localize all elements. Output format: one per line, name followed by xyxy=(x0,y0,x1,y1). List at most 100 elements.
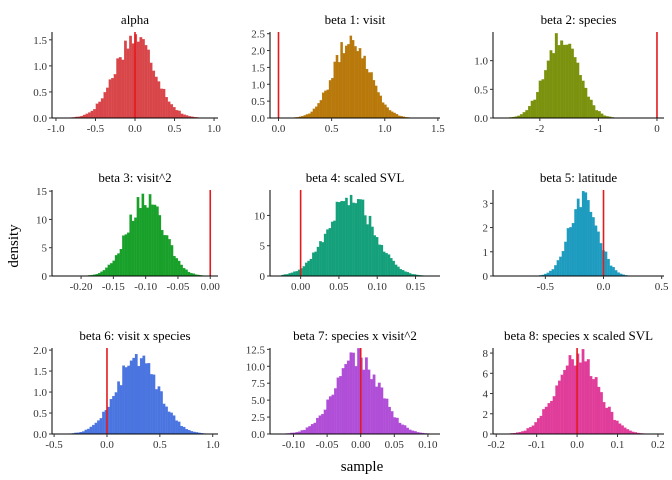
histogram-bar xyxy=(336,377,340,435)
histogram-bar xyxy=(352,202,355,277)
x-tick-label: -0.5 xyxy=(45,439,63,451)
histogram-bar xyxy=(393,112,396,119)
y-tick-label: 1.0 xyxy=(474,56,488,68)
histogram-bar xyxy=(539,415,543,435)
histogram-bar xyxy=(615,420,619,435)
x-tick-label: -1 xyxy=(594,123,603,135)
histogram-bar xyxy=(338,62,341,119)
histogram-bars xyxy=(59,354,211,435)
histogram-bar xyxy=(538,80,542,119)
histogram-bar xyxy=(335,54,339,119)
histogram-bar xyxy=(614,270,618,277)
histogram-bar xyxy=(143,205,147,277)
y-tick-label: 2.5 xyxy=(251,29,265,41)
x-tick-label: 0.5 xyxy=(153,439,167,451)
y-tick-label: 0.0 xyxy=(474,113,488,125)
x-tick-label: 0.5 xyxy=(655,281,669,293)
histogram-bar xyxy=(157,386,161,435)
histogram-bar xyxy=(571,223,575,277)
histogram-bar xyxy=(367,369,371,435)
histogram-bar xyxy=(342,201,346,277)
histogram-bar xyxy=(557,380,561,435)
histogram-bar xyxy=(592,105,596,119)
histogram-bar xyxy=(153,204,157,277)
histogram-bar xyxy=(531,425,535,435)
x-tick-label: 1.0 xyxy=(206,439,220,451)
histogram-bar xyxy=(106,87,109,119)
y-tick-label: 1.5 xyxy=(33,35,47,47)
histogram-bar xyxy=(162,88,166,119)
histogram-bar xyxy=(139,207,142,277)
histogram-bar xyxy=(387,254,391,277)
histogram-bar xyxy=(401,270,405,277)
histogram-bar xyxy=(368,215,372,277)
histogram-bar xyxy=(399,269,403,277)
histogram-bar xyxy=(165,235,169,277)
histogram-bar xyxy=(612,267,615,277)
x-tick-label: 0.05 xyxy=(385,439,405,451)
histogram-bar xyxy=(139,37,143,119)
histogram-bar xyxy=(132,357,136,435)
x-tick-label: 0.00 xyxy=(351,439,371,451)
histogram-bar xyxy=(401,424,404,435)
histogram-bar xyxy=(105,267,108,277)
histogram-bar xyxy=(354,366,358,435)
y-tick-label: 1.5 xyxy=(33,366,47,378)
histogram-bar xyxy=(144,363,148,435)
histogram-bar xyxy=(366,224,369,277)
histogram-bar xyxy=(142,355,146,435)
histogram-bar xyxy=(361,199,365,277)
histogram-bar xyxy=(152,70,156,119)
histogram-bar xyxy=(600,113,604,119)
histogram-bar xyxy=(592,379,595,435)
x-tick-label: 0.00 xyxy=(201,281,221,293)
histogram-bar xyxy=(354,203,358,277)
histogram-bar xyxy=(349,194,353,277)
y-tick-label: 2 xyxy=(483,223,489,235)
y-tick-label: 0 xyxy=(260,271,266,283)
histogram-bar xyxy=(335,201,339,277)
histogram-bar xyxy=(576,198,580,277)
x-tick-label: 1.5 xyxy=(431,123,445,135)
histogram-bar xyxy=(170,412,173,435)
histogram-bar xyxy=(552,396,556,435)
y-tick-label: 1.0 xyxy=(33,387,47,399)
histogram-bar xyxy=(307,260,310,277)
histogram-bar xyxy=(160,88,163,119)
histogram-bar xyxy=(373,235,377,277)
histogram-bar xyxy=(569,227,573,277)
y-tick-label: 0 xyxy=(483,429,489,441)
x-tick-label: -0.05 xyxy=(166,281,189,293)
histogram-bar xyxy=(597,231,600,277)
histogram-bar xyxy=(84,429,88,435)
histogram-bar xyxy=(363,55,366,119)
x-tick-label: -0.5 xyxy=(87,123,105,135)
histogram-bar xyxy=(321,92,325,119)
histogram-bar xyxy=(99,418,103,435)
panel-5: beta 4: scaled SVL 0.00 0.05 0.10 0.15 0 5 10 xyxy=(254,170,440,293)
histogram-bar xyxy=(576,62,580,119)
histogram-bar xyxy=(137,365,141,435)
histogram-bar xyxy=(152,374,156,435)
histogram-bar xyxy=(114,255,118,277)
histogram-bar xyxy=(357,348,361,435)
histogram-bar xyxy=(113,74,117,119)
y-tick-label: 8 xyxy=(483,348,489,360)
histogram-bar xyxy=(129,35,132,119)
histogram-bar xyxy=(127,365,131,435)
histogram-bar xyxy=(584,361,588,435)
histogram-bar xyxy=(397,266,400,277)
histogram-bar xyxy=(175,420,178,435)
histogram-bars xyxy=(61,193,208,277)
histogram-bar xyxy=(124,234,128,277)
histogram-bar xyxy=(316,417,319,435)
histogram-bar xyxy=(116,58,120,119)
histogram-bar xyxy=(122,365,126,435)
y-tick-label: 0.5 xyxy=(33,87,47,99)
histogram-bar xyxy=(374,85,378,119)
histogram-bar xyxy=(356,51,359,119)
histogram-bar xyxy=(293,271,296,277)
histogram-bar xyxy=(377,92,380,119)
histogram-bar xyxy=(321,413,324,435)
histogram-bar xyxy=(173,255,176,277)
